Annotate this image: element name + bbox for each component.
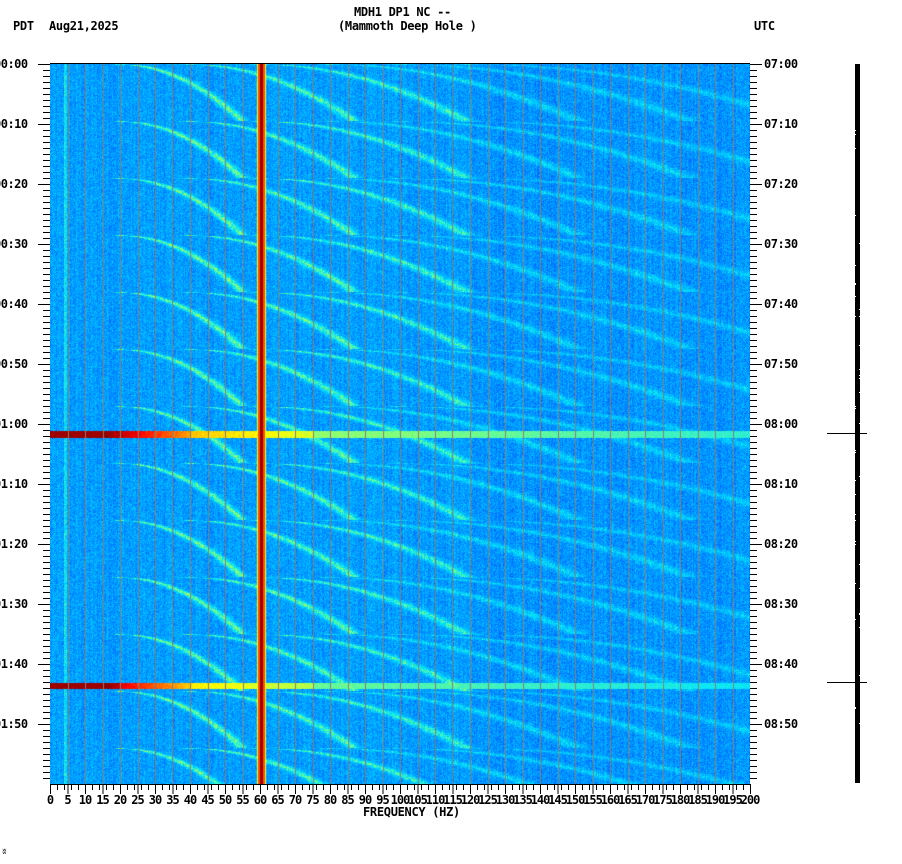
x-tick-label: 60 xyxy=(253,793,267,807)
x-tick-label: 5 xyxy=(64,793,71,807)
y-tick-label-right: 07:30 xyxy=(764,237,798,251)
x-tick-label: 50 xyxy=(218,793,232,807)
y-tick-label-right: 07:10 xyxy=(764,117,798,131)
x-tick-label: 90 xyxy=(358,793,372,807)
x-tick-label: 0 xyxy=(46,793,54,807)
y-tick-label-right: 08:50 xyxy=(764,717,798,731)
seismic-trace-bar xyxy=(855,64,860,783)
location-subtitle: (Mammoth Deep Hole ) xyxy=(338,19,477,33)
y-tick-label-left: 00:40 xyxy=(0,297,28,311)
x-tick-label: 100 xyxy=(390,793,411,807)
x-tick-label: 135 xyxy=(513,793,533,807)
y-tick-label-left: 01:30 xyxy=(0,597,28,611)
x-tick-label: 170 xyxy=(635,793,656,807)
corner-mark: ʬ xyxy=(2,847,7,856)
x-tick-label: 115 xyxy=(443,793,463,807)
spectrogram-plot xyxy=(50,64,750,784)
y-tick-label-right: 08:40 xyxy=(764,657,798,671)
station-title: MDH1 DP1 NC -- xyxy=(354,5,451,19)
x-tick-label: 160 xyxy=(600,793,621,807)
x-tick-label: 185 xyxy=(688,793,708,807)
y-tick-label-right: 07:50 xyxy=(764,357,798,371)
left-timezone-label: PDT xyxy=(13,19,34,33)
x-tick-label: 55 xyxy=(236,793,249,807)
x-tick-label: 45 xyxy=(201,793,214,807)
x-tick-label: 190 xyxy=(705,793,726,807)
x-tick-label: 30 xyxy=(148,793,162,807)
y-tick-label-left: 00:10 xyxy=(0,117,28,131)
x-tick-label: 175 xyxy=(653,793,673,807)
x-tick-label: 105 xyxy=(408,793,428,807)
trace-event-marker xyxy=(827,682,867,683)
trace-event-marker xyxy=(827,433,867,434)
y-tick-label-right: 07:20 xyxy=(764,177,798,191)
x-tick-label: 120 xyxy=(460,793,481,807)
x-tick-label: 140 xyxy=(530,793,551,807)
x-tick-label: 10 xyxy=(78,793,92,807)
x-tick-label: 75 xyxy=(306,793,319,807)
y-tick-label-right: 07:40 xyxy=(764,297,798,311)
y-tick-label-right: 08:30 xyxy=(764,597,798,611)
x-tick-label: 85 xyxy=(341,793,354,807)
x-tick-label: 145 xyxy=(548,793,568,807)
x-axis-title: FREQUENCY (HZ) xyxy=(363,805,460,819)
x-tick-label: 80 xyxy=(323,793,337,807)
x-tick-label: 110 xyxy=(425,793,446,807)
y-tick-label-left: 00:20 xyxy=(0,177,28,191)
y-tick-label-left: 00:30 xyxy=(0,237,28,251)
y-tick-label-left: 00:00 xyxy=(0,57,28,71)
y-tick-label-left: 00:50 xyxy=(0,357,28,371)
y-tick-label-right: 07:00 xyxy=(764,57,798,71)
y-tick-label-left: 01:10 xyxy=(0,477,28,491)
x-tick-label: 65 xyxy=(271,793,284,807)
x-tick-label: 150 xyxy=(565,793,586,807)
x-tick-label: 20 xyxy=(113,793,127,807)
y-tick-label-right: 08:00 xyxy=(764,417,798,431)
x-tick-label: 70 xyxy=(288,793,302,807)
x-tick-label: 40 xyxy=(183,793,197,807)
y-tick-label-right: 08:20 xyxy=(764,537,798,551)
y-tick-label-right: 08:10 xyxy=(764,477,798,491)
x-tick-label: 35 xyxy=(166,793,179,807)
x-tick-label: 25 xyxy=(131,793,144,807)
x-tick-label: 165 xyxy=(618,793,638,807)
x-tick-label: 155 xyxy=(583,793,603,807)
x-tick-label: 130 xyxy=(495,793,516,807)
y-tick-label-left: 01:20 xyxy=(0,537,28,551)
x-tick-label: 195 xyxy=(723,793,743,807)
y-tick-label-left: 01:40 xyxy=(0,657,28,671)
x-tick-label: 15 xyxy=(96,793,109,807)
x-tick-label: 125 xyxy=(478,793,498,807)
x-tick-label: 180 xyxy=(670,793,691,807)
x-tick-label: 95 xyxy=(376,793,389,807)
x-tick-label: 200 xyxy=(740,793,761,807)
y-tick-label-left: 01:00 xyxy=(0,417,28,431)
date-label: Aug21,2025 xyxy=(49,19,119,33)
y-tick-label-left: 01:50 xyxy=(0,717,28,731)
right-timezone-label: UTC xyxy=(754,19,775,33)
